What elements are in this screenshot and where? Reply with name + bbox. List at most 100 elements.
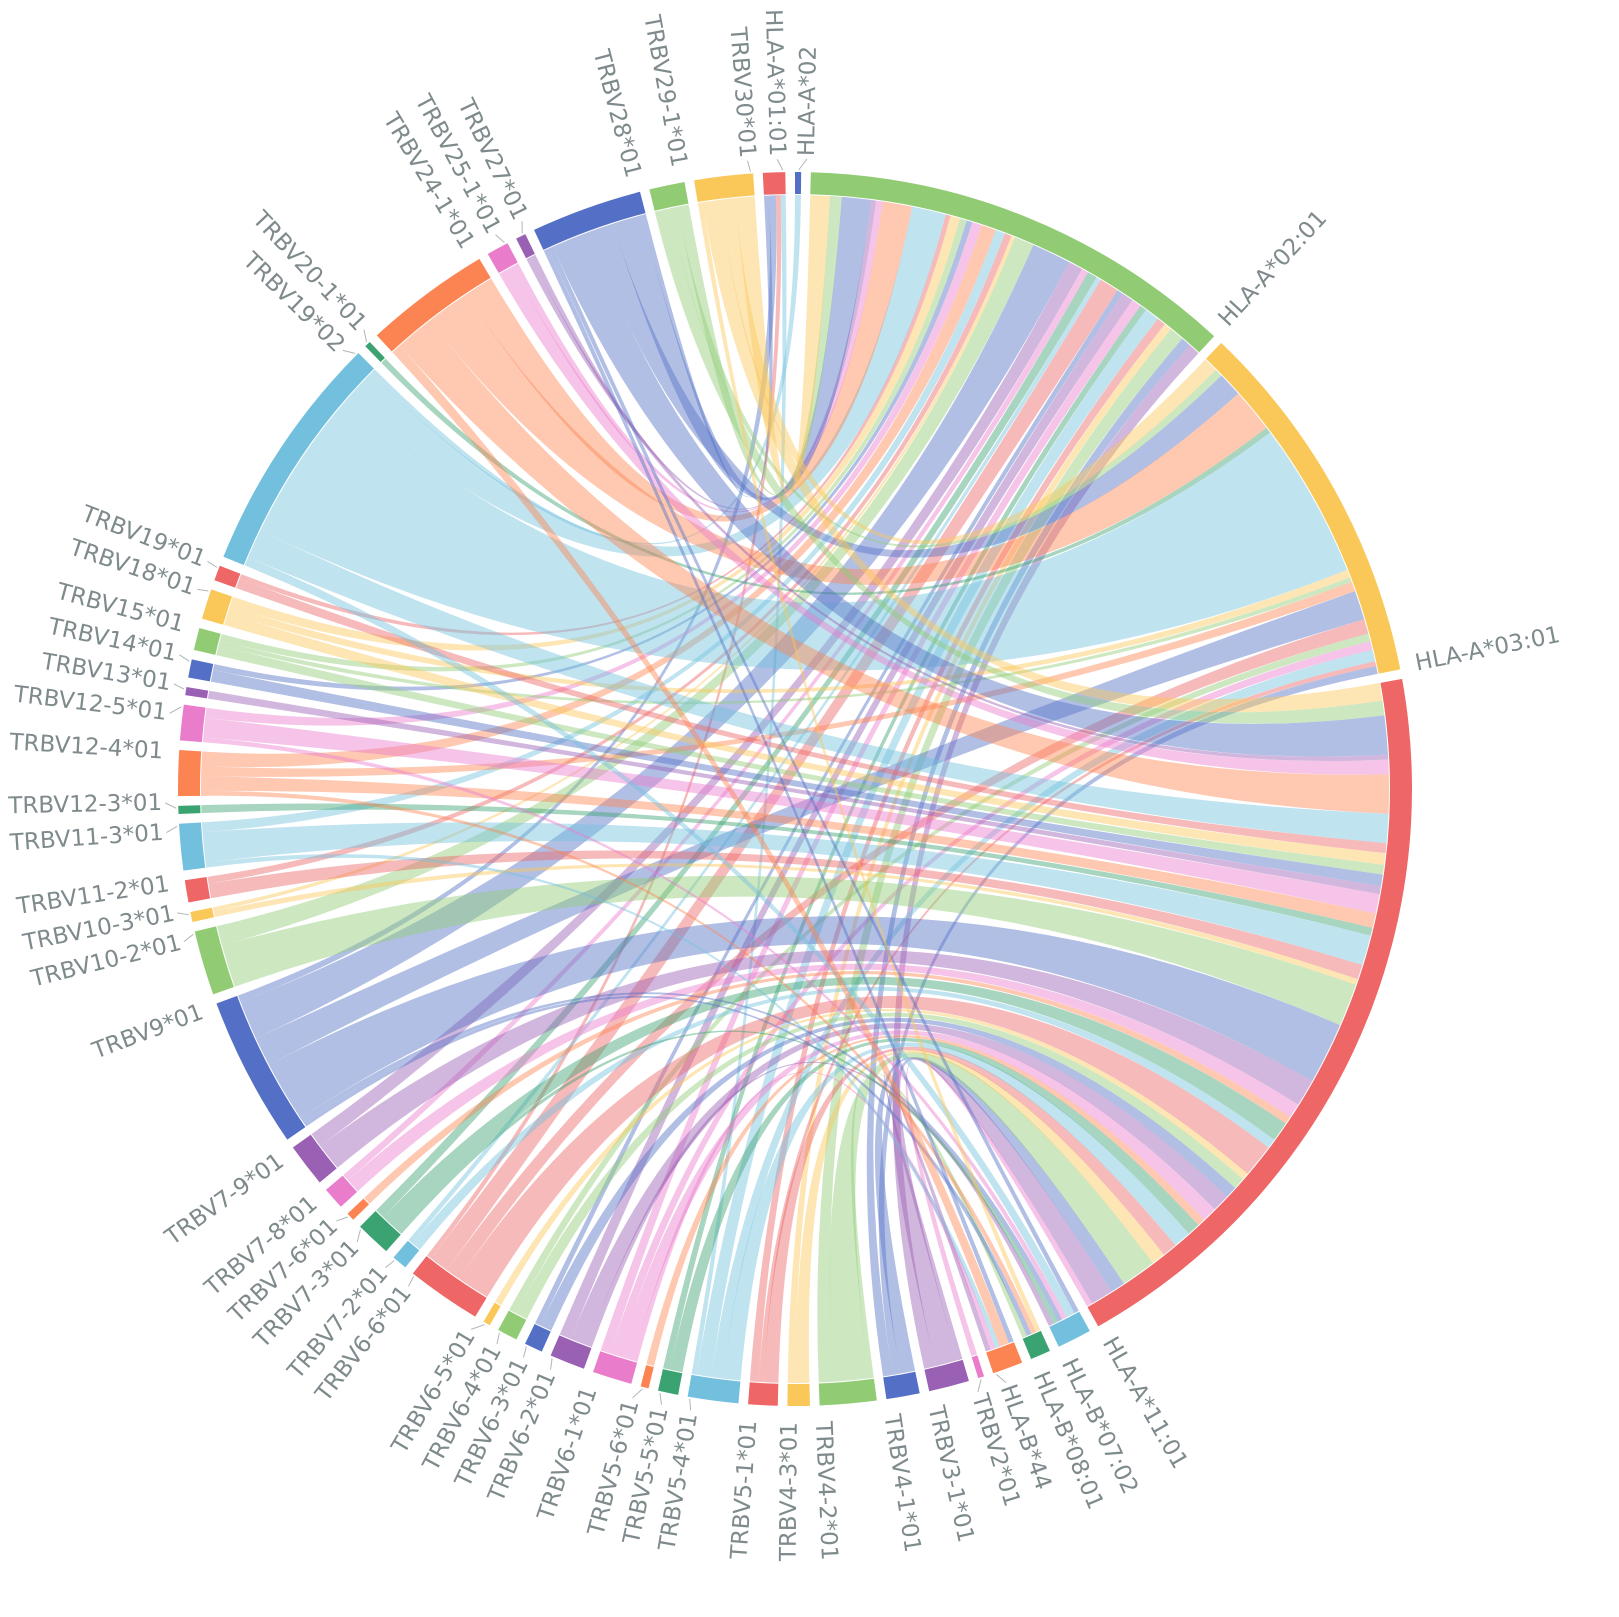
- ribbon-TRBV29-1*01-HLA-A*02:01[interactable]: [676, 196, 842, 496]
- node-arc-TRBV10-2*01[interactable]: [194, 926, 234, 995]
- label-leader-line: [166, 825, 178, 833]
- node-arc-TRBV15*01[interactable]: [193, 628, 221, 655]
- node-label: TRBV30*01: [724, 25, 760, 158]
- node-arc-TRBV12-4*01[interactable]: [178, 750, 202, 797]
- node-arc-TRBV7-6*01[interactable]: [347, 1198, 369, 1220]
- node-arc-TRBV5-1*01[interactable]: [748, 1382, 779, 1406]
- node-arc-TRBV25-1*01[interactable]: [487, 243, 518, 274]
- node-arc-TRBV27*01[interactable]: [516, 234, 535, 259]
- node-arcs-layer: [178, 172, 1413, 1406]
- ribbon-TRBV6-5*01-HLA-A*11:01[interactable]: [495, 1008, 1248, 1306]
- node-arc-HLA-A*01:01[interactable]: [762, 172, 786, 195]
- ribbon-TRBV9*01-HLA-A*11:01[interactable]: [268, 916, 1341, 1119]
- node-arc-TRBV3-1*01[interactable]: [924, 1359, 969, 1392]
- ribbon-TRBV15*01-HLA-A*11:01[interactable]: [216, 645, 1385, 875]
- node-arc-TRBV12-5*01[interactable]: [179, 704, 206, 743]
- node-arc-TRBV12-3*01[interactable]: [178, 805, 201, 815]
- label-leader-line: [183, 933, 194, 943]
- node-arc-TRBV4-3*01[interactable]: [787, 1383, 810, 1406]
- node-arc-HLA-A*02[interactable]: [795, 172, 802, 195]
- ribbon-TRBV28*01-HLA-A*11:01[interactable]: [552, 231, 1388, 757]
- label-leader-line: [207, 561, 218, 568]
- ribbon-TRBV4-1*01-HLA-A*11:01[interactable]: [874, 1056, 1124, 1374]
- ribbon-TRBV3-1*01-HLA-A*02:01[interactable]: [892, 345, 1199, 1369]
- node-arc-TRBV14*01[interactable]: [188, 659, 214, 682]
- label-leader-line: [179, 654, 190, 662]
- node-arc-TRBV18*01[interactable]: [201, 589, 233, 625]
- ribbon-TRBV28*01-HLA-A*02:01[interactable]: [612, 196, 872, 501]
- node-arc-HLA-A*11:01[interactable]: [1087, 678, 1413, 1327]
- node-arc-TRBV6-5*01[interactable]: [483, 1302, 501, 1326]
- node-arc-TRBV4-2*01[interactable]: [818, 1378, 877, 1406]
- ribbon-TRBV14*01-HLA-A*11:01[interactable]: [210, 669, 1383, 887]
- ribbon-TRBV19*02-HLA-A*11:01[interactable]: [248, 530, 1389, 844]
- ribbon-TRBV4-2*01-HLA-B*08:01[interactable]: [851, 1072, 1027, 1379]
- node-arc-TRBV4-1*01[interactable]: [883, 1371, 920, 1400]
- node-arc-TRBV6-2*01[interactable]: [550, 1335, 592, 1369]
- node-arc-TRBV11-3*01[interactable]: [178, 822, 206, 871]
- node-arc-TRBV19*01[interactable]: [214, 565, 241, 588]
- ribbon-TRBV18*01-HLA-A*11:01[interactable]: [224, 613, 1386, 865]
- node-arc-TRBV7-3*01[interactable]: [360, 1211, 401, 1252]
- node-arc-HLA-B*44[interactable]: [986, 1342, 1023, 1374]
- node-arc-TRBV20-1*01[interactable]: [365, 341, 385, 363]
- ribbon-TRBV13*01-HLA-A*11:01[interactable]: [207, 690, 1381, 895]
- node-arc-TRBV28*01[interactable]: [534, 191, 646, 250]
- node-arc-TRBV6-1*01[interactable]: [593, 1351, 638, 1384]
- ribbon-TRBV5-4*01-HLA-A*01:01[interactable]: [691, 195, 787, 1375]
- node-arc-TRBV7-9*01[interactable]: [292, 1134, 337, 1183]
- node-arc-TRBV5-6*01[interactable]: [640, 1365, 654, 1389]
- ribbon-TRBV6-6*01-HLA-A*02:01[interactable]: [431, 279, 1118, 1271]
- node-label: HLA-A*02: [794, 46, 822, 157]
- ribbon-TRBV5-4*01-HLA-A*03:01[interactable]: [711, 649, 1376, 1379]
- ribbon-TRBV28*01-HLA-B*44[interactable]: [543, 248, 1014, 1344]
- node-label: TRBV4-3*01: [776, 1422, 803, 1562]
- ribbon-TRBV19*02-HLA-A*03:01[interactable]: [260, 398, 1348, 671]
- ribbon-TRBV4-2*01-HLA-A*11:01[interactable]: [829, 1052, 1153, 1382]
- node-arc-HLA-B*08:01[interactable]: [1022, 1330, 1050, 1360]
- ribbon-TRBV6-6*01-HLA-A*11:01[interactable]: [458, 996, 1269, 1297]
- node-label: TRBV3-1*01: [922, 1402, 978, 1544]
- node-arc-TRBV29-1*01[interactable]: [649, 181, 689, 211]
- ribbon-TRBV12-4*01-HLA-A*11:01[interactable]: [201, 776, 1376, 928]
- node-arc-TRBV11-2*01[interactable]: [184, 876, 211, 903]
- node-label: HLA-A*02:01: [1214, 206, 1333, 332]
- node-label: TRBV29-1*01: [638, 12, 692, 169]
- ribbon-TRBV18*01-HLA-A*02:01[interactable]: [229, 215, 961, 651]
- ribbon-TRBV30*01-HLA-A*02:01[interactable]: [734, 195, 830, 494]
- node-arc-TRBV10-3*01[interactable]: [190, 907, 214, 923]
- ribbon-TRBV12-3*01-HLA-A*11:01[interactable]: [201, 803, 1373, 936]
- node-arc-TRBV13*01[interactable]: [185, 686, 209, 699]
- ribbon-TRBV5-4*01-HLA-A*11:01[interactable]: [722, 1042, 1189, 1381]
- node-arc-HLA-B*07:02[interactable]: [1049, 1311, 1090, 1347]
- node-arc-TRBV6-4*01[interactable]: [498, 1310, 527, 1340]
- ribbon-TRBV12-5*01-HLA-A*11:01[interactable]: [203, 717, 1380, 914]
- label-leader-line: [173, 683, 185, 690]
- node-arc-TRBV2*01[interactable]: [971, 1355, 985, 1379]
- ribbon-TRBV11-2*01-HLA-A*11:01[interactable]: [208, 850, 1363, 980]
- node-arc-TRBV6-6*01[interactable]: [412, 1256, 487, 1317]
- node-labels-layer: HLA-A*02HLA-A*02:01HLA-A*03:01HLA-A*11:0…: [7, 9, 1562, 1562]
- ribbon-TRBV11-3*01-HLA-A*11:01[interactable]: [202, 822, 1371, 966]
- node-arc-TRBV7-8*01[interactable]: [325, 1175, 358, 1207]
- ribbon-TRBV9*01-HLA-A*03:01[interactable]: [255, 591, 1365, 1065]
- ribbon-TRBV2*01-HLA-A*11:01[interactable]: [905, 1058, 1093, 1357]
- node-arc-TRBV5-5*01[interactable]: [658, 1369, 683, 1395]
- node-arc-TRBV6-3*01[interactable]: [525, 1324, 551, 1352]
- node-arc-TRBV19*02[interactable]: [223, 353, 374, 566]
- node-arc-TRBV9*01[interactable]: [216, 995, 306, 1140]
- label-leader-line: [385, 1260, 395, 1269]
- ribbon-TRBV3-1*01-HLA-B*44[interactable]: [883, 1072, 991, 1361]
- node-arc-TRBV24-1*01[interactable]: [376, 258, 491, 352]
- ribbon-TRBV10-2*01-HLA-A*11:01[interactable]: [221, 875, 1356, 1026]
- node-arc-HLA-A*02:01[interactable]: [810, 172, 1215, 353]
- node-arc-TRBV7-2*01[interactable]: [393, 1240, 420, 1268]
- label-leader-line: [169, 706, 182, 714]
- node-arc-TRBV30*01[interactable]: [694, 173, 755, 203]
- node-arc-HLA-A*03:01[interactable]: [1206, 342, 1401, 674]
- label-leader-line: [995, 1373, 1007, 1383]
- ribbon-TRBV24-1*01-HLA-A*03:01[interactable]: [430, 294, 1267, 586]
- ribbon-TRBV4-2*01-HLA-A*02:01[interactable]: [817, 329, 1183, 1383]
- node-arc-TRBV5-4*01[interactable]: [687, 1374, 741, 1404]
